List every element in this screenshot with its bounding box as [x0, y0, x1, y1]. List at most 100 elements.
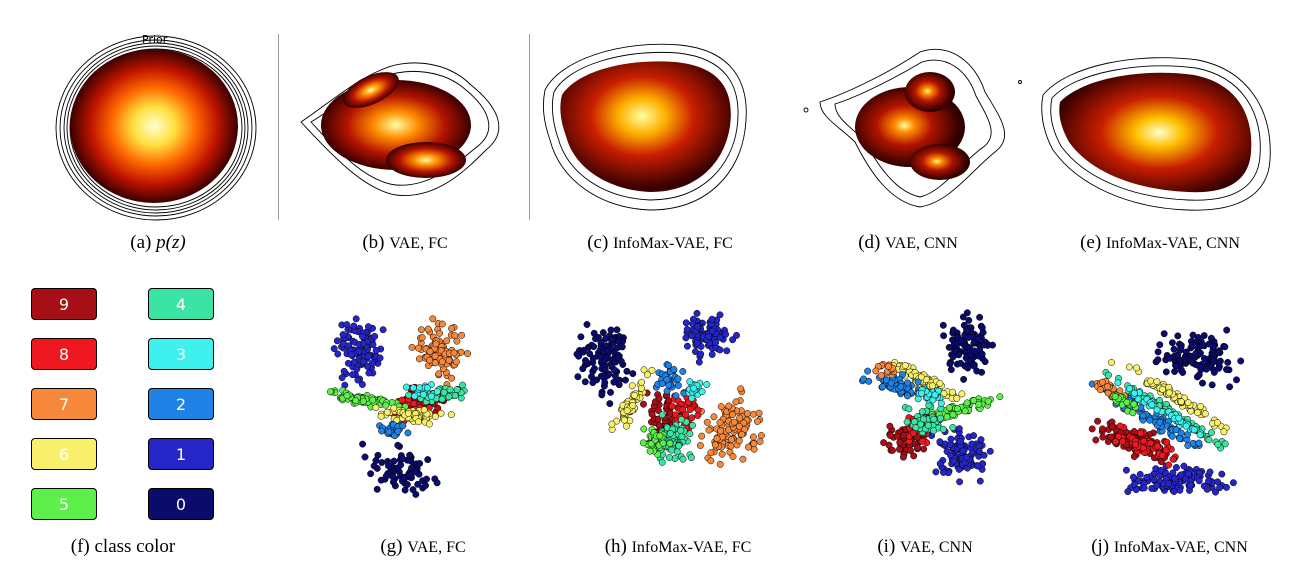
scatter-point-class-0 — [622, 376, 629, 384]
scatter-point-class-9 — [896, 438, 904, 446]
scatter-point-class-5 — [996, 393, 1004, 401]
scatter-point-class-9 — [920, 445, 928, 453]
scatter-point-class-8 — [909, 429, 917, 437]
scatter-point-class-8 — [1165, 461, 1173, 469]
scatter-point-class-7 — [737, 385, 745, 393]
scatter-point-class-4 — [905, 405, 913, 413]
scatter-point-class-0 — [574, 373, 582, 381]
scatter-point-class-7 — [732, 398, 740, 406]
scatter-point-class-1 — [962, 453, 970, 461]
scatter-point-class-0 — [939, 321, 947, 329]
scatter-point-class-4 — [930, 415, 938, 423]
scatter-point-class-6 — [637, 384, 645, 392]
scatter-point-class-5 — [647, 440, 655, 448]
scatter-point-class-0 — [373, 464, 381, 472]
scatter-point-class-1 — [1229, 479, 1237, 487]
scatter-point-class-7 — [452, 358, 460, 366]
legend-label-5: 5 — [58, 494, 70, 514]
scatter-point-class-5 — [326, 388, 334, 396]
scatter-point-class-3 — [433, 388, 441, 395]
scatter-point-class-1 — [986, 447, 994, 455]
legend-swatch-7: 7 — [31, 388, 97, 420]
scatter-point-class-7 — [705, 426, 713, 434]
scatter-point-class-1 — [682, 319, 690, 327]
legend-label-3: 3 — [175, 344, 187, 364]
divider-1 — [278, 34, 279, 220]
scatter-point-class-0 — [978, 368, 986, 376]
scatter-point-class-0 — [411, 468, 419, 476]
scatter-point-class-6 — [640, 366, 648, 374]
scatter-point-class-1 — [1153, 482, 1161, 489]
scatter-point-class-7 — [429, 315, 437, 323]
scatter-point-class-8 — [1163, 438, 1171, 446]
scatter-point-class-7 — [711, 441, 719, 449]
scatter-point-class-1 — [716, 334, 724, 341]
scatter-point-class-2 — [904, 392, 911, 400]
scatter-point-class-2 — [679, 368, 687, 375]
scatter-point-class-0 — [601, 379, 609, 387]
scatter-point-class-0 — [1154, 348, 1162, 356]
scatter-point-class-7 — [418, 334, 426, 342]
scatter-point-class-0 — [586, 350, 594, 358]
scatter-point-class-0 — [607, 326, 615, 334]
scatter-point-class-6 — [447, 411, 455, 419]
scatter-point-class-0 — [406, 451, 414, 459]
scatter-point-class-1 — [683, 342, 691, 350]
scatter-point-class-7 — [443, 337, 451, 345]
scatter-point-class-1 — [358, 332, 366, 340]
scatter-point-class-0 — [1207, 334, 1215, 342]
scatter-point-class-1 — [1195, 477, 1203, 485]
scatter-point-class-1 — [977, 436, 985, 444]
caption-a-prefix: (a) — [130, 232, 152, 253]
scatter-point-class-3 — [698, 388, 706, 396]
scatter-point-class-7 — [750, 410, 757, 418]
scatter-point-class-7 — [755, 409, 763, 417]
caption-g: (g) VAE, FC — [358, 536, 488, 558]
scatter-point-class-3 — [1175, 414, 1183, 422]
scatter-point-class-1 — [1216, 484, 1224, 492]
scatter-point-class-1 — [956, 478, 964, 486]
scatter-point-class-0 — [1188, 358, 1196, 366]
scatter-point-class-1 — [347, 351, 355, 359]
scatter-point-class-6 — [629, 401, 637, 409]
scatter-point-class-8 — [1139, 444, 1147, 452]
scatter-point-class-4 — [910, 418, 918, 426]
scatter-point-class-1 — [723, 347, 731, 355]
scatter-point-class-9 — [1099, 433, 1107, 441]
panel-j-infomax-cnn-scatter — [1050, 290, 1285, 520]
scatter-point-class-6 — [1187, 407, 1195, 415]
scatter-point-class-1 — [959, 447, 967, 455]
scatter-point-class-6 — [404, 409, 412, 417]
scatter-point-class-9 — [654, 407, 662, 414]
scatter-point-class-9 — [1130, 428, 1138, 435]
scatter-point-class-7 — [872, 367, 880, 375]
scatter-point-class-8 — [1162, 446, 1170, 454]
scatter-point-class-0 — [608, 336, 615, 344]
scatter-point-class-1 — [932, 468, 940, 476]
legend-label-6: 6 — [58, 444, 70, 464]
scatter-point-class-2 — [914, 378, 922, 386]
scatter-point-class-4 — [445, 393, 453, 401]
legend-swatch-5: 5 — [31, 488, 97, 520]
scatter-point-class-1 — [716, 346, 724, 354]
scatter-point-class-1 — [1140, 484, 1148, 492]
scatter-point-class-0 — [1188, 341, 1196, 349]
scatter-point-class-5 — [646, 447, 654, 455]
scatter-point-class-4 — [939, 425, 947, 433]
scatter-point-class-7 — [1096, 386, 1104, 394]
scatter-point-class-1 — [352, 315, 360, 323]
scatter-point-class-1 — [708, 315, 716, 323]
vae-cnn-density-plot — [803, 48, 1022, 208]
scatter-point-class-0 — [963, 327, 971, 335]
scatter-point-class-2 — [672, 392, 680, 400]
scatter-point-class-9 — [914, 444, 922, 452]
scatter-point-class-0 — [1223, 366, 1230, 373]
scatter-point-class-4 — [949, 424, 957, 431]
scatter-point-class-1 — [1205, 477, 1212, 485]
scatter-point-class-3 — [402, 383, 410, 391]
scatter-point-class-1 — [729, 336, 737, 344]
scatter-point-class-7 — [877, 372, 885, 380]
scatter-point-class-7 — [696, 442, 704, 449]
scatter-point-class-1 — [970, 432, 978, 440]
scatter-point-class-7 — [729, 453, 737, 460]
